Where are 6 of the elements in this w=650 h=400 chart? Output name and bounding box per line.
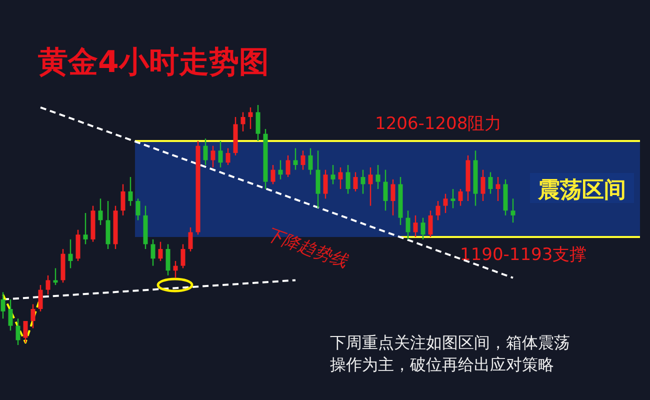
- chart-title: 黄金4小时走势图: [38, 45, 269, 80]
- annotation: 下周重点关注如图区间，箱体震荡操作为主，破位再给出应对策略: [330, 333, 570, 374]
- band-label: 震荡区间: [537, 178, 626, 203]
- annotation: 下降趋势线: [263, 224, 352, 273]
- ref-line-label: 1190-1193支撑: [460, 245, 587, 265]
- ref-line-label: 1206-1208阻力: [375, 114, 502, 134]
